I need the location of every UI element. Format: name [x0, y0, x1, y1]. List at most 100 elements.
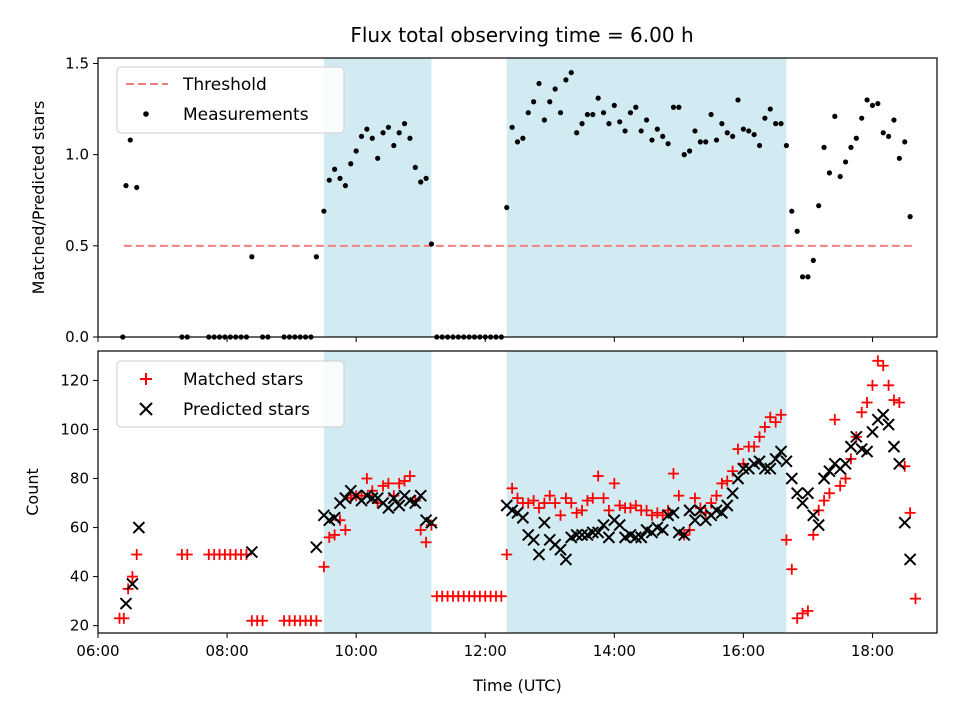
measurement-point — [746, 128, 752, 134]
matched-star-point — [614, 499, 626, 511]
matched-star-point — [667, 468, 679, 480]
predicted-star-point — [597, 518, 610, 532]
matched-star-point — [883, 379, 895, 391]
matched-star-point — [506, 482, 518, 494]
predicted-star-point — [860, 445, 874, 458]
measurement-point — [643, 117, 650, 123]
measurement-point — [719, 121, 725, 127]
measurement-point — [842, 159, 849, 165]
predicted-star-point — [629, 531, 643, 544]
measurement-point — [885, 133, 892, 140]
measurement-point — [756, 142, 763, 149]
predicted-star-point — [817, 472, 831, 485]
bottom-y-axis-label: Count — [23, 468, 42, 516]
measurement-point — [907, 214, 913, 220]
measurement-point — [391, 142, 397, 149]
matched-star-point — [323, 531, 335, 543]
predicted-star-point — [694, 504, 707, 517]
predicted-star-point — [726, 487, 739, 500]
matched-star-point — [603, 504, 615, 516]
measurement-point — [358, 133, 365, 140]
predicted-star-point — [425, 516, 438, 529]
top-x-ticks — [97, 337, 873, 342]
matched-star-point — [624, 502, 636, 514]
predicted-star-point — [634, 531, 648, 544]
predicted-star-point — [850, 430, 863, 444]
measurement-point — [385, 124, 392, 130]
measurement-point — [805, 274, 811, 280]
measurement-point — [660, 133, 666, 140]
y-tick-label: 0.5 — [65, 237, 89, 255]
predicted-star-point — [737, 462, 750, 475]
matched-star-point — [829, 414, 841, 426]
measurement-point — [633, 104, 639, 110]
predicted-star-point — [877, 408, 890, 421]
measurement-point — [407, 135, 413, 141]
predicted-star-point — [678, 528, 691, 542]
predicted-star-point — [570, 528, 583, 542]
measurement-point — [579, 121, 585, 127]
bottom-axes-frame — [97, 350, 938, 634]
matched-star-point — [126, 571, 138, 583]
matched-star-point — [257, 615, 269, 627]
matched-star-point — [909, 593, 921, 605]
measurement-point — [574, 130, 580, 136]
measurement-point — [520, 135, 526, 141]
matched-star-point — [893, 396, 905, 408]
matched-star-point — [834, 480, 846, 492]
matched-star-point — [641, 504, 653, 516]
measurement-point — [767, 106, 773, 112]
measurements-legend-label: Measurements — [183, 105, 309, 125]
predicted-star-point — [796, 496, 809, 510]
predicted-star-point — [382, 501, 395, 515]
measurement-point — [853, 135, 859, 141]
measurement-point — [375, 155, 381, 161]
x-tick-label: 16:00 — [722, 642, 765, 660]
matched-star-point — [732, 443, 744, 455]
matched-star-point — [710, 490, 722, 502]
matched-star-point — [528, 495, 540, 507]
measurement-point — [611, 102, 617, 109]
measurement-point — [730, 133, 736, 140]
matched-star-point — [560, 492, 572, 504]
predicted-star-point — [774, 445, 788, 458]
matched-star-point — [872, 355, 884, 367]
predicted-star-point — [898, 516, 911, 529]
matched-star-point — [888, 394, 900, 406]
measurement-point — [703, 139, 709, 145]
predicted-star-point — [613, 518, 626, 532]
matched-star-point — [764, 411, 776, 423]
matched-star-point — [823, 487, 835, 499]
measurement-point — [332, 166, 338, 172]
matched-star-point — [533, 502, 545, 514]
x-tick-label: 10:00 — [335, 642, 378, 660]
top-y-axis-label: Matched/Predicted stars — [29, 101, 48, 295]
measurement-point — [396, 130, 402, 136]
matched-star-point — [770, 416, 782, 428]
measurement-point — [665, 141, 671, 147]
measurement-point — [563, 77, 569, 83]
matched-star-point — [716, 477, 728, 489]
measurement-point — [595, 95, 601, 101]
matched-star-point — [657, 509, 669, 521]
measurement-point — [380, 130, 386, 136]
measurement-point — [832, 113, 838, 119]
predicted-star-point — [414, 489, 427, 502]
predicted-star-point — [366, 491, 379, 505]
x-tick-label: 18:00 — [851, 642, 894, 660]
predicted-star-point — [893, 457, 906, 471]
measurement-point — [326, 177, 332, 183]
predicted-star-point — [807, 509, 820, 522]
measurement-point — [821, 144, 827, 150]
measurement-point — [353, 148, 359, 154]
matched-star-point — [856, 406, 868, 418]
measurement-point — [428, 241, 435, 247]
matched-star-point — [522, 497, 534, 509]
predicted-star-point — [667, 506, 680, 520]
predicted-stars-points — [119, 408, 917, 610]
predicted-star-point — [887, 440, 901, 453]
top-legend-box — [116, 66, 345, 134]
predicted-star-point — [683, 504, 696, 517]
predicted-star-point — [721, 499, 734, 512]
